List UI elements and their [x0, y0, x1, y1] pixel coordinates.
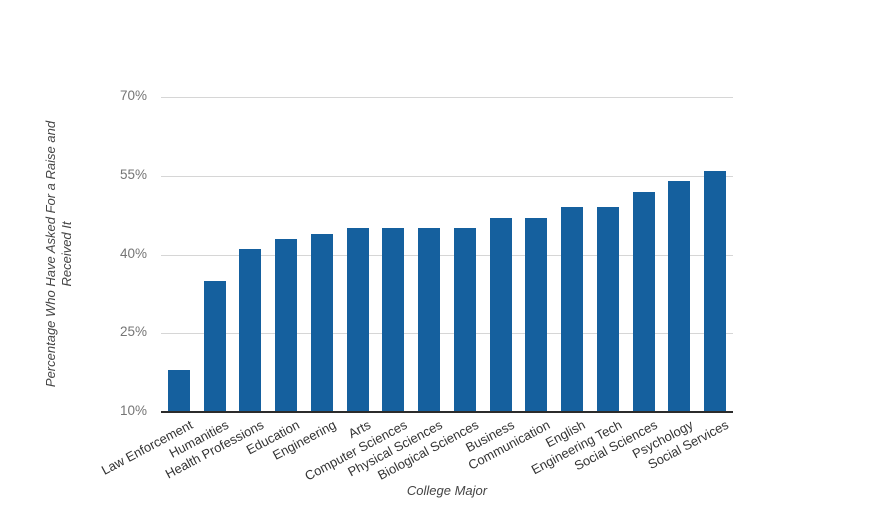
bar-humanities[interactable] [203, 280, 226, 413]
y-tick-label-55%: 55% [119, 166, 147, 182]
y-tick-label-70%: 70% [119, 88, 147, 103]
y-tick-label-10%: 10% [119, 403, 147, 418]
y-axis-title-line2: Received It [59, 221, 74, 287]
gridline-25 [161, 333, 733, 335]
y-tick-label-40%: 40% [119, 245, 147, 261]
bar-law-enforcement[interactable] [167, 370, 190, 412]
bar-education[interactable] [275, 238, 298, 413]
y-axis-title-line1: Percentage Who Have Asked For a Raise an… [43, 120, 58, 388]
bar-engineering-tech[interactable] [596, 207, 619, 413]
bar-health-professions[interactable] [239, 249, 262, 413]
gridline-70 [161, 97, 733, 98]
bar-business[interactable] [489, 217, 512, 413]
x-axis-baseline [161, 411, 733, 413]
y-axis-title: Percentage Who Have Asked For a Raise an… [43, 84, 77, 424]
bar-communication[interactable] [525, 217, 548, 413]
bar-computer-sciences[interactable] [382, 228, 405, 413]
bar-biological-sciences[interactable] [453, 228, 476, 413]
y-tick-label-25%: 25% [119, 324, 147, 340]
plot-area [161, 97, 733, 413]
bar-arts[interactable] [346, 228, 369, 413]
bar-social-services[interactable] [704, 170, 727, 412]
bar-engineering[interactable] [310, 233, 333, 412]
bar-physical-sciences[interactable] [418, 228, 441, 413]
bar-social-sciences[interactable] [632, 191, 655, 412]
bar-english[interactable] [561, 207, 584, 413]
x-axis-title: College Major [406, 483, 488, 498]
bar-psychology[interactable] [668, 181, 691, 412]
gridline-55 [161, 175, 733, 177]
gridline-40 [161, 254, 733, 256]
